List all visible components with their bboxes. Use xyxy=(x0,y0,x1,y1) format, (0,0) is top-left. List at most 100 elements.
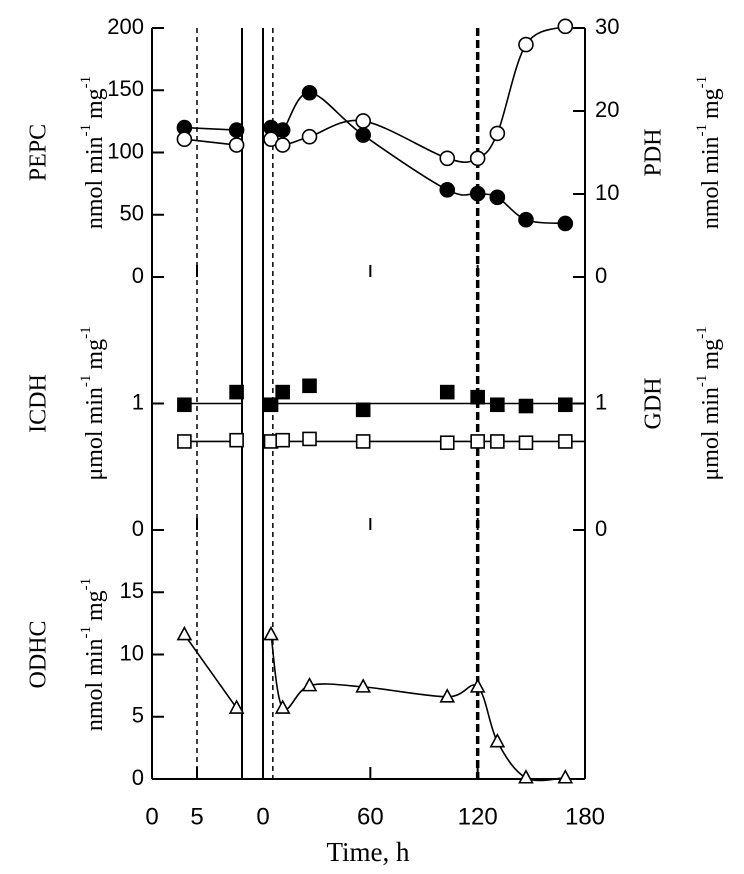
marker xyxy=(355,434,371,449)
x-tick-label: 180 xyxy=(565,803,605,830)
marker xyxy=(229,432,244,448)
y-tick-label: 0 xyxy=(132,516,144,541)
trend-curve xyxy=(183,634,238,709)
trend-curve xyxy=(184,126,237,131)
unit-text: nmol min xyxy=(698,137,724,230)
unit-exponent: -1 xyxy=(78,76,94,89)
marker xyxy=(439,150,456,167)
unit-exponent: -1 xyxy=(694,124,710,137)
axis-unit: μmol min-1mg-1 xyxy=(694,326,723,480)
marker xyxy=(274,699,291,714)
marker xyxy=(518,211,534,228)
y-tick-label: 0 xyxy=(132,765,144,790)
y-tick-label: 0 xyxy=(132,263,144,288)
marker xyxy=(263,397,279,413)
marker xyxy=(176,131,193,148)
y-tick-label: 15 xyxy=(120,578,144,603)
marker xyxy=(301,128,318,145)
marker xyxy=(469,150,486,167)
y2-tick-label: 10 xyxy=(595,180,619,205)
marker xyxy=(177,397,192,413)
unit-text: mg xyxy=(82,339,108,370)
y2-tick-label: 0 xyxy=(595,263,607,288)
marker xyxy=(263,625,279,641)
marker xyxy=(302,431,317,447)
marker xyxy=(355,127,371,143)
marker xyxy=(469,678,486,693)
y-tick-label: 50 xyxy=(120,201,144,226)
marker xyxy=(355,402,371,418)
marker xyxy=(228,122,245,138)
marker xyxy=(469,185,486,202)
y2-tick-label: 20 xyxy=(595,97,619,122)
marker xyxy=(439,384,455,400)
unit-text: μmol min xyxy=(698,387,724,481)
y2-tick-label: 0 xyxy=(595,516,607,541)
x-axis-label: Time, h xyxy=(326,837,410,867)
marker xyxy=(439,435,455,451)
unit-text: nmol min xyxy=(82,639,108,732)
y-tick-label: 10 xyxy=(120,640,144,665)
trend-curve xyxy=(270,91,566,225)
y-tick-label: 200 xyxy=(107,14,144,39)
unit-exponent: -1 xyxy=(78,626,94,639)
marker xyxy=(558,434,573,449)
y-tick-label: 100 xyxy=(107,138,144,163)
axis-unit: μmol min-1mg-1 xyxy=(78,326,107,480)
unit-exponent: -1 xyxy=(694,326,710,339)
marker xyxy=(228,699,245,714)
y-tick-label: 1 xyxy=(132,389,144,414)
y2-axis-label: PDH xyxy=(641,128,667,176)
y2-axis-label: GDH xyxy=(641,378,667,430)
marker xyxy=(470,434,485,449)
marker xyxy=(558,397,573,413)
y-tick-label: 5 xyxy=(132,703,144,728)
marker xyxy=(557,18,574,35)
marker xyxy=(176,625,193,641)
y-axis-label: ODHC xyxy=(26,620,52,688)
y-axis-label: ICDH xyxy=(26,374,52,433)
marker xyxy=(229,384,244,400)
x-tick-label: 60 xyxy=(357,803,384,830)
axis-unit: nmol min-1mg-1 xyxy=(78,578,107,731)
marker xyxy=(355,678,372,693)
axis-unit: nmol min-1mg-1 xyxy=(78,76,107,229)
unit-exponent: -1 xyxy=(78,578,94,591)
marker xyxy=(489,189,506,206)
y2-tick-label: 1 xyxy=(595,389,607,414)
marker xyxy=(518,435,534,451)
x-tick-label: 0 xyxy=(256,803,269,830)
unit-exponent: -1 xyxy=(78,326,94,339)
marker xyxy=(274,122,291,138)
marker xyxy=(490,434,505,449)
marker xyxy=(489,732,506,748)
marker xyxy=(355,113,371,129)
marker xyxy=(489,125,506,142)
trend-curve xyxy=(184,138,237,146)
unit-text: μmol min xyxy=(82,387,108,481)
unit-exponent: -1 xyxy=(694,375,710,388)
x-tick-label: 5 xyxy=(190,803,203,830)
unit-text: mg xyxy=(82,590,108,621)
axis-unit: nmol min-1mg-1 xyxy=(694,76,723,229)
marker xyxy=(557,769,574,784)
marker xyxy=(301,676,318,692)
y-tick-label: 150 xyxy=(107,76,144,101)
unit-exponent: -1 xyxy=(78,124,94,137)
y2-tick-label: 30 xyxy=(595,14,619,39)
marker xyxy=(228,137,245,153)
marker xyxy=(518,769,534,784)
marker xyxy=(302,378,317,394)
unit-exponent: -1 xyxy=(78,375,94,388)
marker xyxy=(518,398,534,414)
unit-text: mg xyxy=(82,88,108,119)
marker xyxy=(439,182,456,198)
marker xyxy=(274,137,291,153)
marker xyxy=(275,384,290,400)
unit-text: nmol min xyxy=(82,137,108,230)
marker xyxy=(275,432,290,448)
y-axis-label: PEPC xyxy=(26,124,52,181)
marker xyxy=(177,434,192,449)
unit-exponent: -1 xyxy=(694,76,710,89)
trend-curve xyxy=(270,634,566,782)
